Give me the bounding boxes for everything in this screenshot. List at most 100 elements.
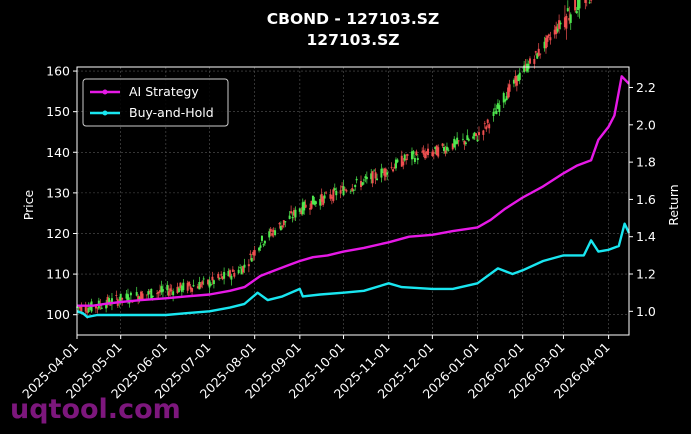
candle-body	[339, 190, 342, 194]
candle-body	[463, 140, 466, 145]
candle-body	[284, 221, 287, 223]
candle-body	[390, 166, 393, 168]
candle-body	[523, 65, 526, 72]
candle-body	[524, 64, 527, 66]
y-tick-label: 160	[46, 64, 70, 79]
legend-marker-ai-strategy	[102, 89, 108, 95]
candle-body	[188, 281, 191, 286]
candle-body	[533, 58, 536, 64]
candle-body	[512, 79, 515, 84]
chart-subtitle: 127103.SZ	[307, 31, 400, 49]
candle-body	[233, 272, 236, 277]
candle-body	[263, 240, 266, 244]
candle-body	[80, 305, 83, 313]
candle-body	[495, 110, 498, 115]
candle-body	[293, 210, 296, 216]
candle-body	[228, 270, 231, 277]
candle-body	[466, 135, 469, 141]
candle-body	[320, 193, 323, 202]
candle-body	[217, 273, 220, 279]
candle-body	[584, 0, 587, 3]
candle-body	[109, 304, 112, 306]
candle-body	[361, 182, 364, 186]
candle-body	[447, 149, 450, 151]
candle-body	[303, 201, 306, 211]
candle-body	[342, 186, 345, 196]
candle-body	[145, 294, 148, 296]
candle-body	[148, 291, 151, 293]
candle-body	[514, 76, 517, 83]
candle-body	[78, 306, 81, 309]
candle-body	[335, 190, 338, 196]
candle-body	[221, 276, 224, 280]
candle-body	[374, 172, 377, 179]
candle-body	[473, 132, 476, 137]
candle-body	[563, 17, 566, 28]
candle-body	[422, 150, 425, 155]
candle-body	[218, 278, 221, 279]
candle-body	[106, 297, 109, 305]
candle-body	[575, 11, 578, 14]
candle-body	[476, 139, 479, 142]
candle-body	[319, 199, 322, 206]
candle-body	[281, 225, 284, 227]
candle-body	[515, 75, 518, 86]
candle-body	[558, 20, 561, 29]
candle-body	[126, 294, 129, 303]
candle-body	[431, 151, 434, 157]
candle-body	[492, 111, 495, 116]
series-line-ai-strategy	[77, 75, 630, 307]
candle-body	[555, 26, 558, 35]
candle-body	[472, 136, 475, 139]
candle-body	[432, 152, 435, 154]
candle-body	[192, 285, 195, 287]
candle-body	[282, 220, 285, 226]
candle-body	[553, 29, 556, 35]
candle-body	[298, 208, 301, 212]
candle-body	[445, 146, 448, 151]
candle-body	[457, 140, 460, 142]
y-tick-label: 120	[46, 226, 70, 241]
candle-body	[517, 74, 520, 82]
candle-body	[588, 2, 591, 4]
candle-body	[212, 280, 215, 285]
candle-body	[556, 28, 559, 32]
candle-body	[454, 141, 457, 145]
price-candlesticks	[76, 0, 593, 319]
candle-body	[496, 103, 499, 109]
candle-body	[100, 307, 103, 309]
candle-body	[243, 264, 246, 268]
candle-body	[355, 178, 358, 181]
candle-body	[311, 195, 314, 205]
y2-tick-label: 1.6	[636, 192, 656, 207]
candle-body	[209, 284, 212, 286]
candle-body	[309, 208, 312, 210]
candle-body	[526, 63, 529, 72]
candle-body	[443, 146, 446, 152]
candle-body	[392, 169, 395, 172]
candle-body	[415, 151, 418, 156]
candle-body	[566, 8, 569, 12]
candle-body	[147, 291, 150, 295]
candle-body	[376, 178, 379, 180]
candle-body	[502, 93, 505, 103]
candle-body	[179, 282, 182, 289]
candle-body	[504, 99, 507, 102]
candle-body	[137, 295, 140, 302]
candle-body	[242, 266, 245, 273]
candle-body	[161, 289, 164, 292]
candle-body	[199, 284, 202, 288]
candle-body	[425, 151, 428, 154]
candle-body	[461, 138, 464, 140]
candle-body	[464, 142, 467, 145]
candle-body	[288, 215, 291, 219]
candle-body	[105, 304, 108, 309]
candle-body	[351, 188, 354, 191]
candle-body	[325, 192, 328, 194]
candle-body	[534, 51, 537, 53]
candle-body	[211, 276, 214, 281]
candle-body	[172, 291, 175, 296]
candle-body	[427, 148, 430, 156]
candle-body	[451, 143, 454, 150]
candle-body	[578, 0, 581, 9]
